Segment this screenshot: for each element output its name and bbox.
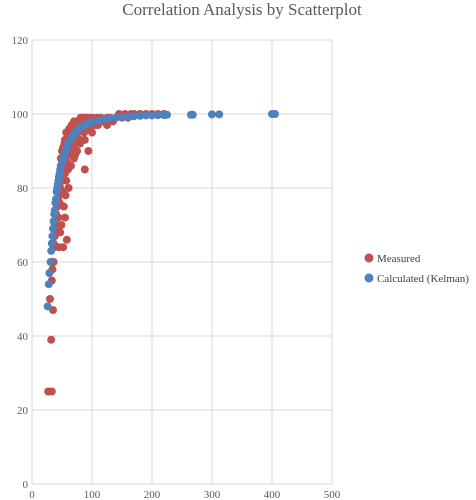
series-calculated xyxy=(43,110,279,311)
data-point xyxy=(47,335,56,344)
data-point xyxy=(47,239,56,248)
legend-label-measured: Measured xyxy=(377,253,421,265)
data-point xyxy=(64,184,73,192)
data-point xyxy=(49,217,58,226)
legend: Measured Calculated (Kelman) xyxy=(364,253,469,285)
data-point xyxy=(118,112,126,121)
data-point xyxy=(62,235,71,244)
data-point xyxy=(271,110,279,118)
data-point xyxy=(80,165,89,174)
data-point xyxy=(106,114,114,123)
x-tick-label: 0 xyxy=(29,489,35,500)
data-point xyxy=(56,228,65,237)
data-point xyxy=(46,295,54,303)
x-tick-label: 400 xyxy=(264,489,281,500)
data-point xyxy=(94,116,102,125)
data-point xyxy=(71,150,80,159)
data-point xyxy=(50,206,59,215)
data-point xyxy=(154,111,162,120)
data-point xyxy=(62,176,71,185)
data-points xyxy=(43,110,279,396)
data-point xyxy=(130,112,138,121)
data-point xyxy=(142,111,150,120)
data-point xyxy=(48,232,57,241)
y-tick-label: 120 xyxy=(12,35,29,47)
legend-item-calculated: Calculated (Kelman) xyxy=(364,273,469,285)
data-point xyxy=(100,115,108,124)
data-point xyxy=(52,195,60,204)
data-point xyxy=(45,269,54,278)
data-point xyxy=(61,191,70,200)
data-point xyxy=(47,387,56,396)
x-tick-label: 500 xyxy=(324,489,341,500)
data-point xyxy=(188,110,197,119)
data-point xyxy=(59,202,68,211)
x-tick-label: 200 xyxy=(144,489,161,500)
data-point xyxy=(112,113,120,122)
axis-ticks: 0 100 200 300 400 500 0 20 40 60 80 100 120 xyxy=(12,35,341,500)
y-tick-label: 100 xyxy=(12,109,29,121)
data-point xyxy=(88,118,96,127)
y-tick-label: 60 xyxy=(17,257,29,269)
data-point xyxy=(84,147,93,155)
data-point xyxy=(57,221,66,229)
data-point xyxy=(62,128,71,137)
data-point xyxy=(208,110,216,119)
y-tick-label: 0 xyxy=(23,479,29,491)
data-point xyxy=(88,128,96,137)
data-point xyxy=(49,224,57,233)
data-point xyxy=(47,246,56,255)
legend-label-calculated: Calculated (Kelman) xyxy=(377,273,469,285)
data-point xyxy=(136,111,144,120)
grid xyxy=(31,39,333,485)
y-tick-label: 80 xyxy=(17,183,29,195)
data-point xyxy=(67,161,75,170)
y-tick-label: 20 xyxy=(17,405,29,417)
data-point xyxy=(44,280,53,289)
data-point xyxy=(55,243,63,252)
data-point xyxy=(215,110,224,119)
data-point xyxy=(43,302,52,311)
data-point xyxy=(61,213,69,222)
y-tick-label: 40 xyxy=(17,331,29,343)
legend-marker-calculated xyxy=(364,273,374,283)
data-point xyxy=(124,112,132,121)
data-point xyxy=(70,117,78,126)
legend-item-measured: Measured xyxy=(364,253,421,265)
chart-title: Correlation Analysis by Scatterplot xyxy=(122,0,362,19)
data-point xyxy=(148,111,156,120)
x-tick-label: 300 xyxy=(204,489,221,500)
x-tick-label: 100 xyxy=(84,489,101,500)
legend-marker-measured xyxy=(364,253,374,263)
data-point xyxy=(163,110,171,119)
data-point xyxy=(46,258,55,266)
data-point xyxy=(80,135,89,144)
